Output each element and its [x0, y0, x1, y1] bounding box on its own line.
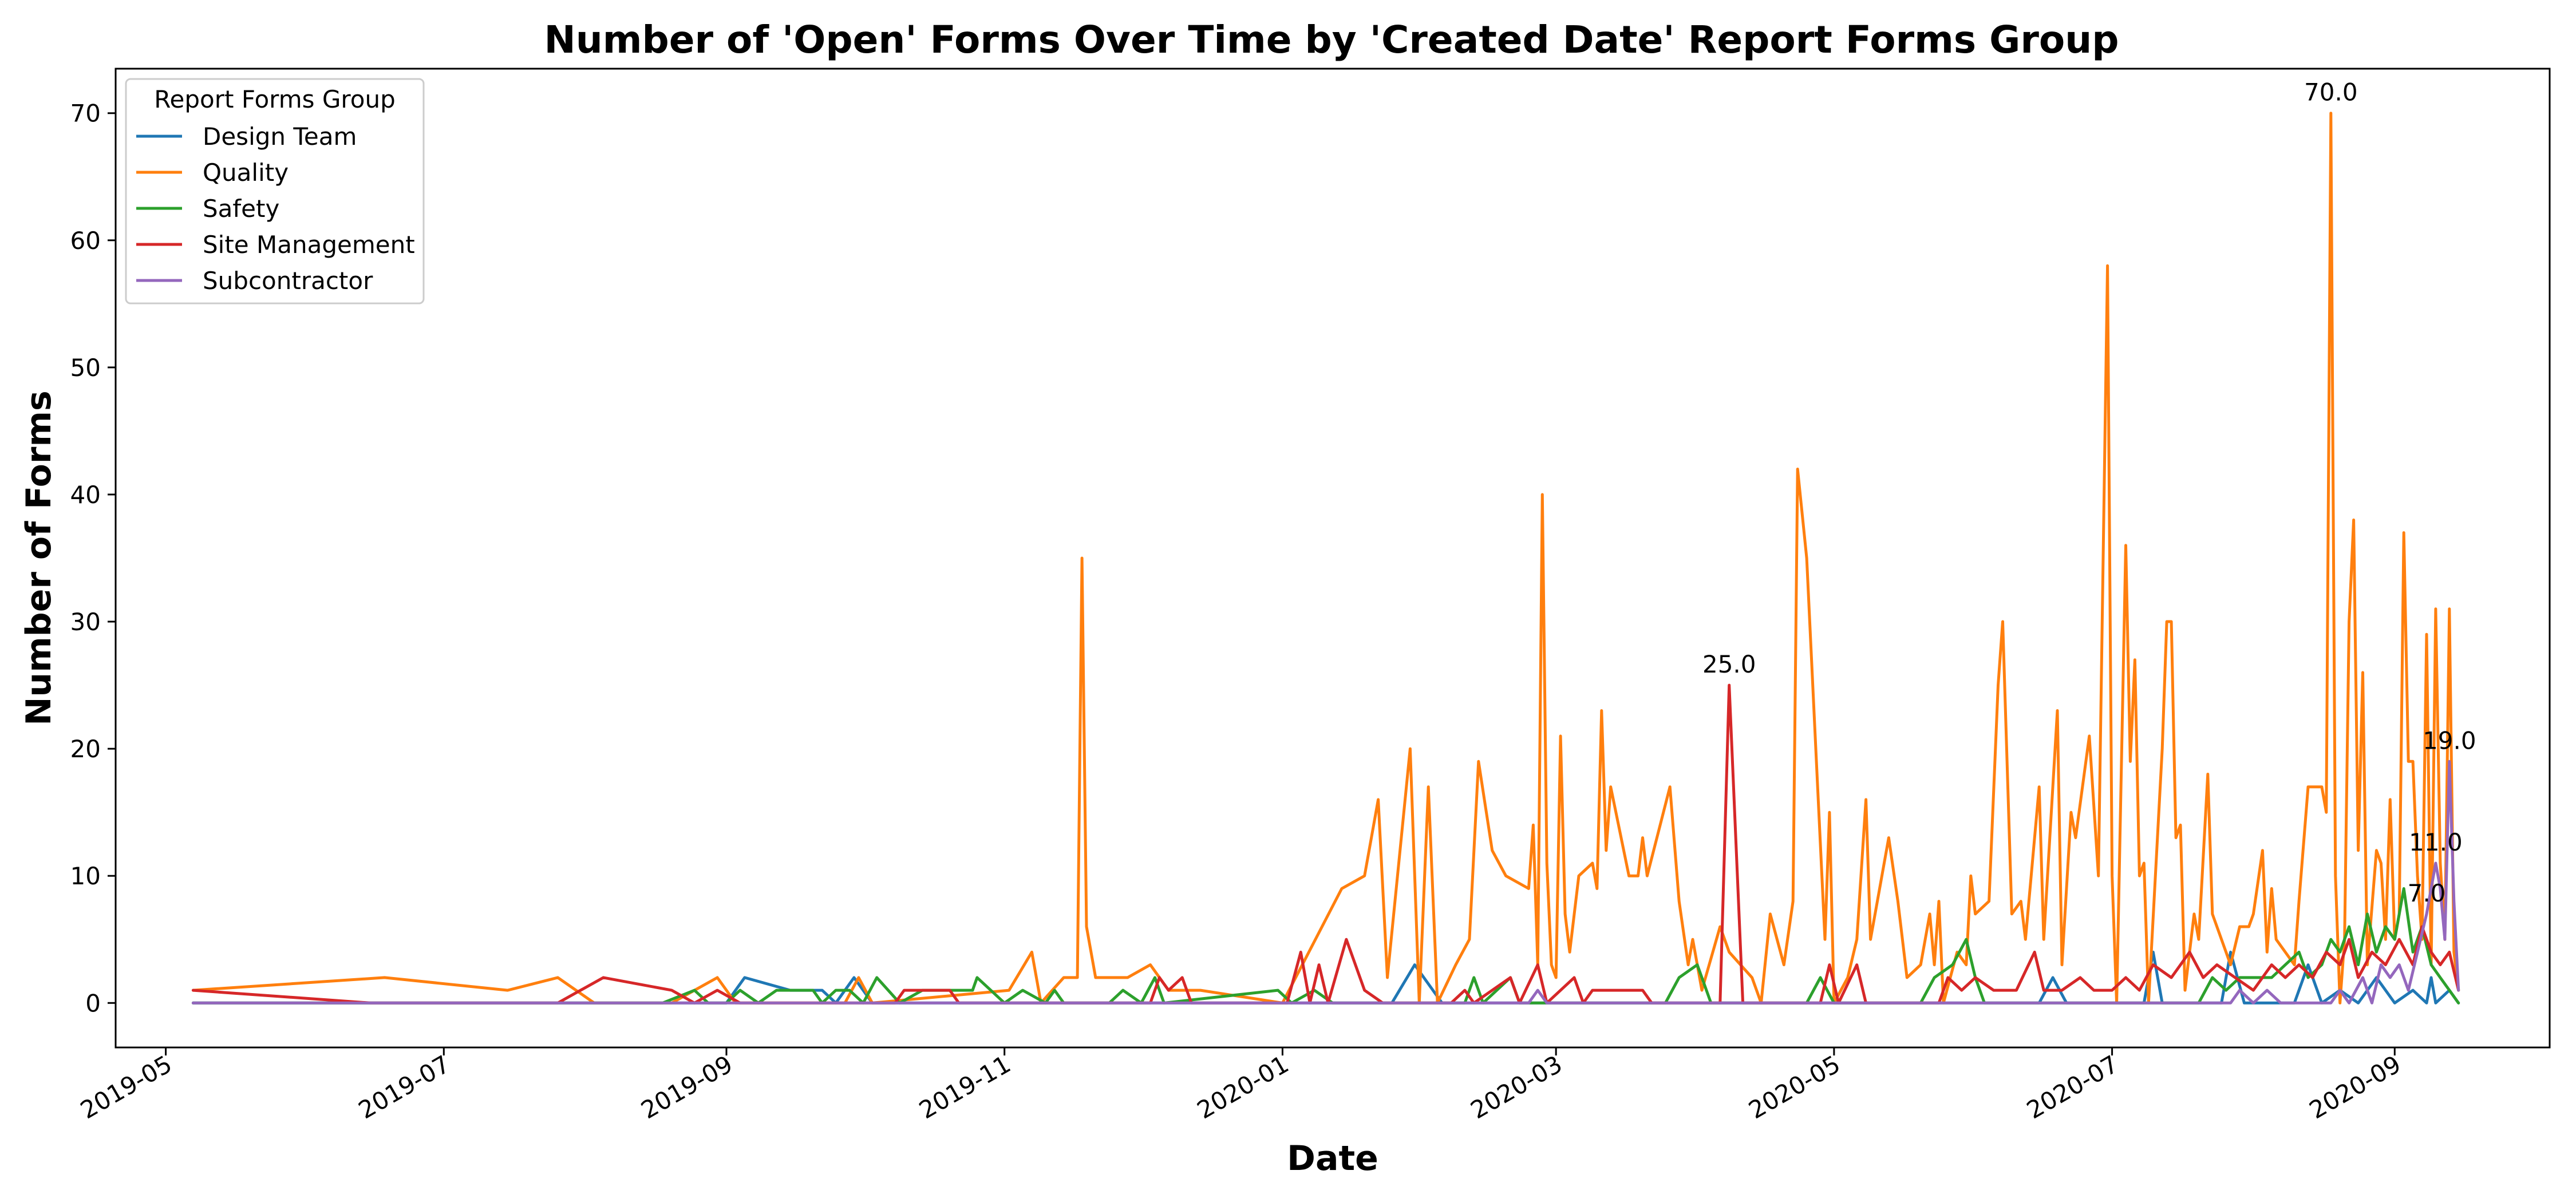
x-tick-label: 2019-07	[354, 1050, 455, 1124]
x-axis-label: Date	[1287, 1138, 1378, 1179]
data-label: 11.0	[2409, 828, 2463, 856]
series-line-site-management	[191, 683, 2460, 1005]
y-tick-label: 30	[70, 608, 101, 636]
plot-frame	[114, 68, 2551, 1049]
x-tick-label: 2019-05	[76, 1050, 176, 1124]
series-lines	[191, 112, 2460, 1005]
series-line-quality	[191, 112, 2460, 1005]
y-axis-label: Number of Forms	[19, 390, 59, 725]
x-tick-label: 2020-01	[1192, 1050, 1293, 1124]
legend-label-subcontractor: Subcontractor	[203, 267, 373, 295]
x-tick-label: 2019-09	[636, 1050, 737, 1124]
legend-label-design-team: Design Team	[203, 122, 357, 151]
y-tick-label: 10	[70, 862, 101, 890]
data-label: 7.0	[2408, 879, 2446, 907]
series-line-subcontractor	[191, 760, 2460, 1005]
x-tick-label: 2019-11	[914, 1050, 1015, 1124]
x-tick-label: 2020-07	[2022, 1050, 2123, 1124]
legend-label-quality: Quality	[203, 159, 289, 187]
x-tick-label: 2020-03	[1466, 1050, 1567, 1124]
legend-label-site-management: Site Management	[203, 231, 415, 259]
y-tick-label: 50	[70, 354, 101, 382]
y-tick-label: 60	[70, 227, 101, 255]
y-axis-ticks: 0 10 20 30 40 50 60 70	[70, 100, 116, 1017]
legend: Report Forms Group Design Team Quality Saf…	[125, 78, 425, 305]
data-label: 70.0	[2304, 78, 2358, 106]
chart-title: Number of 'Open' Forms Over Time by 'Cre…	[544, 18, 2119, 62]
legend-box	[125, 78, 425, 305]
y-tick-label: 40	[70, 481, 101, 509]
x-tick-label: 2020-09	[2305, 1050, 2405, 1124]
legend-entries: Design Team Quality Safety Site Management S…	[136, 122, 415, 295]
y-tick-label: 0	[85, 989, 101, 1017]
peak-annotations: 70.0 25.0 19.0 11.0 7.0	[1702, 78, 2476, 907]
legend-title: Report Forms Group	[154, 85, 395, 113]
x-tick-label: 2020-05	[1744, 1050, 1844, 1124]
x-axis-ticks: 2019-05 2019-07 2019-09 2019-11 2020-01 2020-…	[76, 1047, 2405, 1124]
data-label: 25.0	[1702, 650, 1756, 678]
data-label: 19.0	[2423, 726, 2476, 754]
legend-label-safety: Safety	[203, 195, 279, 223]
y-tick-label: 20	[70, 735, 101, 763]
y-tick-label: 70	[70, 100, 101, 128]
